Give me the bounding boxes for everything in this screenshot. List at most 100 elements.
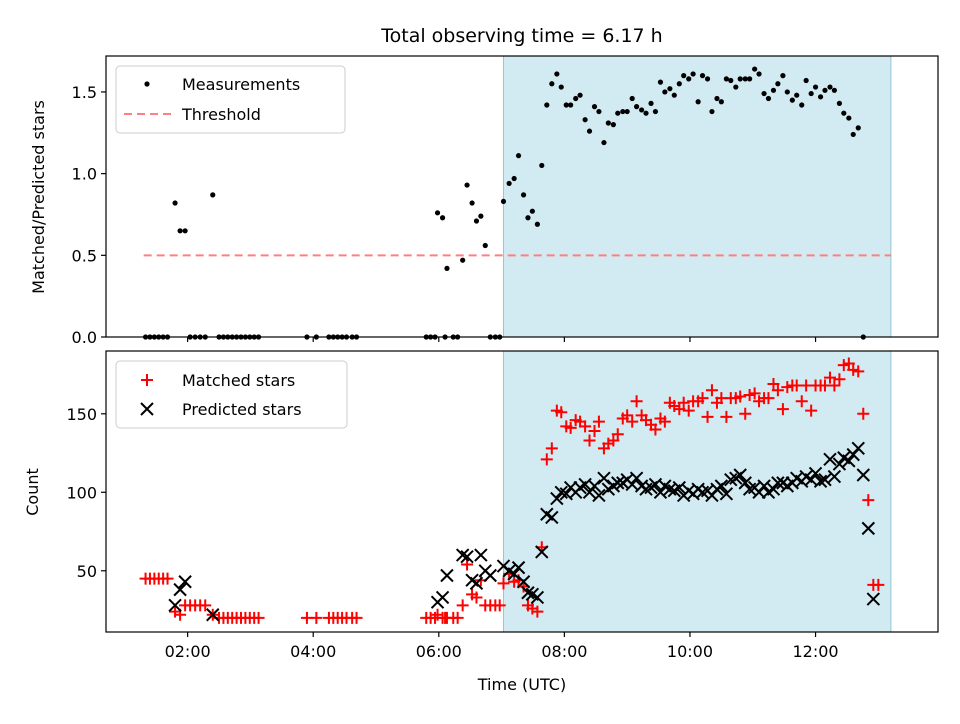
predicted-star-point [435, 590, 450, 605]
matched-star-point [531, 605, 544, 618]
measurement-point [742, 76, 748, 82]
matched-star-point [857, 407, 870, 420]
measurement-point [808, 90, 814, 97]
measurement-point [478, 213, 484, 219]
measurement-point [643, 110, 649, 116]
predicted-star-point [808, 466, 823, 481]
matched-star-point [545, 442, 558, 455]
matched-star-point [842, 357, 855, 370]
measurement-point [648, 100, 654, 106]
matched-star-point [658, 415, 671, 428]
measurement-point [539, 162, 545, 169]
bottom-x-tick-label: 12:00 [793, 642, 839, 661]
matched-star-point [705, 384, 718, 397]
measurement-point [582, 117, 588, 123]
matched-star-point [837, 359, 850, 372]
measurement-point [506, 180, 512, 187]
measurement-point [747, 76, 753, 82]
measurement-point [615, 110, 621, 116]
matched-star-point [607, 434, 620, 447]
matched-star-point [720, 410, 733, 423]
legend-matched-marker [141, 374, 153, 386]
matched-star-point [682, 404, 695, 417]
measurement-point [620, 108, 626, 115]
measurement-point [718, 99, 724, 105]
measurement-point [841, 110, 847, 116]
top-y-tick-label: 0.5 [72, 246, 97, 265]
matched-star-point [199, 599, 212, 612]
measurement-point [780, 73, 786, 79]
measurement-point [586, 128, 593, 134]
measurement-point [681, 73, 687, 79]
predicted-star-point [733, 468, 747, 482]
measurement-point [460, 257, 466, 263]
top-legend-box [115, 65, 346, 134]
predicted-star-point [818, 473, 832, 487]
measurement-point [756, 71, 762, 77]
measurement-point [568, 102, 574, 108]
measurement-point [733, 84, 739, 90]
measurement-point [525, 215, 531, 221]
measurement-point [563, 102, 569, 108]
matched-star-point [470, 591, 483, 604]
predicted-star-point [206, 608, 220, 622]
matched-star-point [673, 403, 686, 416]
matched-star-point [828, 379, 841, 392]
measurement-point [601, 139, 607, 146]
matched-star-point [847, 363, 860, 376]
matched-star-point [252, 611, 265, 624]
predicted-star-point [766, 482, 781, 496]
measurement-point [605, 120, 611, 126]
bottom-axes-frame [105, 350, 939, 633]
predicted-star-point [823, 452, 837, 467]
bottom-y-tick-label: 100 [66, 483, 97, 502]
measurement-point [529, 208, 535, 214]
matched-star-point [350, 611, 363, 624]
matched-star-point [579, 420, 592, 433]
predicted-star-point [866, 592, 881, 606]
predicted-star-point [611, 476, 625, 490]
measurement-point [633, 104, 640, 110]
predicted-star-point [597, 471, 611, 485]
top-y-tick-label: 0.0 [72, 328, 97, 347]
measurement-point [831, 87, 837, 93]
measurement-point [534, 221, 540, 227]
predicted-star-point [483, 568, 497, 583]
predicted-star-point [757, 479, 771, 493]
predicted-star-point [178, 575, 192, 589]
measurement-point [723, 76, 729, 82]
matched-star-point [493, 599, 506, 612]
measurement-point [629, 95, 635, 102]
matched-star-point [701, 410, 714, 423]
measurement-point [794, 92, 800, 98]
predicted-star-point [530, 590, 545, 605]
predicted-star-point [827, 469, 842, 484]
measurement-point [775, 81, 781, 87]
measurement-point [765, 95, 772, 102]
top-highlight-span [502, 55, 892, 338]
top-y-axis-label: Matched/Predicted stars [29, 100, 48, 294]
measurement-point [752, 66, 758, 72]
measurement-point [662, 89, 668, 95]
predicted-star-point [511, 560, 526, 575]
matched-star-point [451, 611, 464, 624]
top-y-ticks: 0.0 0.5 1.0 1.5 [72, 83, 106, 347]
predicted-star-point [719, 487, 734, 501]
x-axis-label: Time (UTC) [477, 675, 566, 694]
matched-star-point [776, 403, 789, 416]
chart-title: Total observing time = 6.17 h [380, 25, 662, 47]
bottom-y-axis-label: Count [23, 468, 42, 516]
bottom-x-tick-label: 08:00 [541, 642, 587, 661]
measurement-point [577, 92, 583, 98]
measurement-point [690, 71, 696, 77]
measurement-point [770, 87, 777, 93]
bottom-x-tick-label: 02:00 [165, 642, 211, 661]
measurement-point [596, 108, 602, 115]
measurement-point [591, 104, 598, 110]
matched-star-point [852, 365, 865, 378]
measurement-point [610, 122, 616, 128]
matched-star-point [748, 387, 761, 400]
measurement-point [652, 108, 659, 115]
measurement-point [822, 87, 828, 93]
